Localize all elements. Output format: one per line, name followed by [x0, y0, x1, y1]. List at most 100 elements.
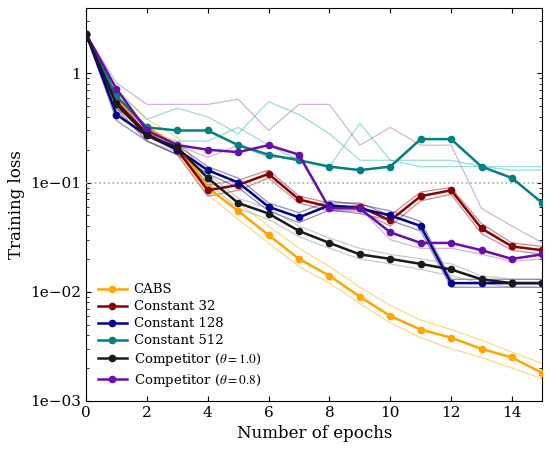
Constant 512: [113, 93, 120, 99]
Constant 128: [478, 280, 485, 286]
Constant 512: [509, 176, 515, 181]
Competitor ($\theta = 0.8$): [539, 252, 546, 257]
Competitor ($\theta = 0.8$): [144, 128, 150, 133]
Constant 128: [326, 202, 333, 208]
Constant 512: [417, 136, 424, 142]
Competitor ($\theta = 1.0$): [144, 133, 150, 138]
Competitor ($\theta = 0.8$): [296, 152, 303, 158]
CABS: [478, 346, 485, 351]
Line: Constant 512: Constant 512: [83, 31, 546, 206]
Constant 32: [539, 248, 546, 253]
CABS: [448, 335, 454, 340]
Constant 32: [356, 204, 363, 210]
Constant 512: [265, 152, 272, 158]
Competitor ($\theta = 1.0$): [296, 228, 303, 234]
Constant 32: [235, 182, 241, 188]
CABS: [265, 233, 272, 238]
Constant 512: [235, 143, 241, 148]
CABS: [539, 370, 546, 376]
Constant 32: [296, 197, 303, 202]
Constant 512: [205, 128, 211, 133]
Y-axis label: Training loss: Training loss: [8, 150, 25, 259]
Competitor ($\theta = 0.8$): [174, 143, 180, 148]
Constant 512: [539, 200, 546, 206]
Competitor ($\theta = 1.0$): [235, 200, 241, 206]
Competitor ($\theta = 1.0$): [113, 102, 120, 107]
CABS: [235, 208, 241, 214]
CABS: [326, 273, 333, 279]
Competitor ($\theta = 0.8$): [417, 240, 424, 246]
CABS: [174, 143, 180, 148]
Constant 128: [205, 167, 211, 173]
Line: Constant 128: Constant 128: [83, 31, 546, 286]
Constant 512: [174, 128, 180, 133]
CABS: [113, 95, 120, 100]
Constant 128: [387, 213, 394, 218]
Constant 32: [326, 204, 333, 210]
Competitor ($\theta = 1.0$): [326, 240, 333, 246]
CABS: [387, 313, 394, 319]
Competitor ($\theta = 0.8$): [448, 240, 454, 246]
CABS: [82, 31, 89, 36]
Constant 32: [82, 31, 89, 36]
Legend: CABS, Constant 32, Constant 128, Constant 512, Competitor ($\theta = 1.0$), Comp: CABS, Constant 32, Constant 128, Constan…: [92, 278, 266, 394]
Constant 128: [82, 31, 89, 36]
Competitor ($\theta = 1.0$): [448, 267, 454, 272]
Competitor ($\theta = 1.0$): [478, 277, 485, 282]
Competitor ($\theta = 0.8$): [82, 31, 89, 36]
Competitor ($\theta = 0.8$): [205, 147, 211, 153]
Competitor ($\theta = 0.8$): [356, 206, 363, 211]
Competitor ($\theta = 0.8$): [326, 206, 333, 211]
Constant 32: [417, 194, 424, 199]
Competitor ($\theta = 1.0$): [539, 280, 546, 286]
Constant 128: [144, 133, 150, 138]
Constant 128: [235, 180, 241, 185]
Constant 32: [387, 218, 394, 223]
Constant 128: [174, 147, 180, 153]
Constant 32: [509, 244, 515, 249]
Competitor ($\theta = 0.8$): [235, 149, 241, 155]
Constant 128: [448, 280, 454, 286]
Constant 128: [356, 206, 363, 211]
Line: Constant 32: Constant 32: [83, 31, 546, 253]
Constant 512: [387, 164, 394, 169]
CABS: [144, 125, 150, 130]
Line: CABS: CABS: [83, 31, 546, 376]
Constant 512: [356, 167, 363, 173]
Constant 128: [417, 223, 424, 229]
Competitor ($\theta = 0.8$): [509, 256, 515, 261]
Constant 512: [82, 31, 89, 36]
Competitor ($\theta = 0.8$): [478, 248, 485, 253]
Competitor ($\theta = 1.0$): [356, 252, 363, 257]
Constant 512: [296, 158, 303, 163]
CABS: [417, 327, 424, 332]
Constant 32: [205, 188, 211, 193]
Competitor ($\theta = 1.0$): [205, 176, 211, 181]
CABS: [356, 294, 363, 299]
CABS: [205, 185, 211, 190]
Competitor ($\theta = 0.8$): [387, 230, 394, 235]
Constant 128: [113, 112, 120, 117]
Competitor ($\theta = 1.0$): [265, 211, 272, 216]
Constant 32: [144, 131, 150, 136]
Constant 512: [326, 164, 333, 169]
Competitor ($\theta = 1.0$): [82, 31, 89, 36]
Constant 32: [113, 99, 120, 104]
Constant 32: [478, 226, 485, 231]
Competitor ($\theta = 0.8$): [113, 86, 120, 92]
Competitor ($\theta = 1.0$): [174, 145, 180, 150]
Constant 512: [478, 164, 485, 169]
Competitor ($\theta = 1.0$): [387, 256, 394, 261]
Constant 128: [265, 204, 272, 210]
CABS: [296, 256, 303, 261]
Constant 32: [265, 171, 272, 176]
Constant 128: [509, 280, 515, 286]
Competitor ($\theta = 1.0$): [509, 280, 515, 286]
Constant 512: [448, 136, 454, 142]
Competitor ($\theta = 0.8$): [265, 143, 272, 148]
Line: Competitor ($\theta = 1.0$): Competitor ($\theta = 1.0$): [83, 31, 546, 286]
X-axis label: Number of epochs: Number of epochs: [236, 425, 392, 442]
Constant 32: [174, 147, 180, 153]
Constant 128: [296, 215, 303, 220]
Constant 512: [144, 125, 150, 130]
